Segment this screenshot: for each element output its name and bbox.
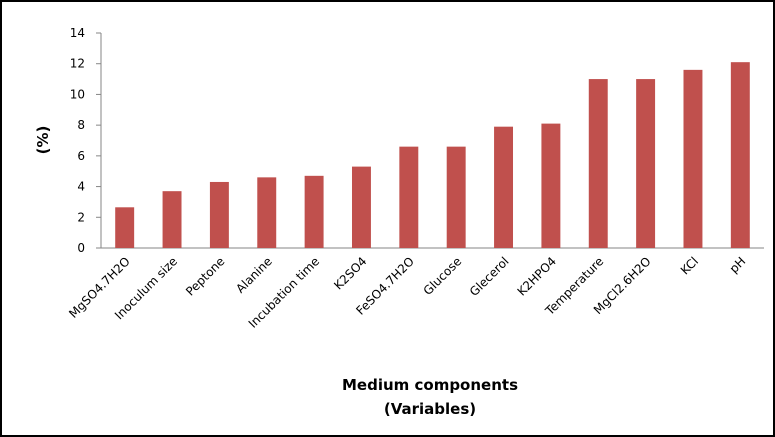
y-tick-label: 4: [77, 180, 85, 194]
bar: [257, 177, 277, 248]
bar: [541, 123, 561, 248]
bar: [162, 191, 182, 248]
y-tick-label: 8: [77, 118, 85, 132]
bar: [399, 146, 419, 248]
x-axis-title: Medium components: [342, 376, 518, 394]
bar: [730, 62, 750, 248]
bar: [209, 181, 229, 248]
y-tick-label: 6: [77, 149, 85, 163]
bar: [115, 207, 135, 248]
bar: [304, 175, 324, 248]
bar: [494, 126, 514, 248]
x-axis-title: (Variables): [384, 400, 476, 418]
bar: [636, 79, 656, 248]
y-tick-label: 0: [77, 241, 85, 255]
y-axis-title: (%): [34, 126, 52, 155]
bar: [446, 146, 466, 248]
y-tick-label: 12: [70, 57, 85, 71]
bar: [351, 166, 371, 248]
y-tick-label: 10: [70, 87, 85, 101]
bar: [683, 69, 703, 248]
bar: [588, 79, 608, 248]
y-tick-label: 2: [77, 210, 85, 224]
y-tick-label: 14: [70, 26, 85, 40]
